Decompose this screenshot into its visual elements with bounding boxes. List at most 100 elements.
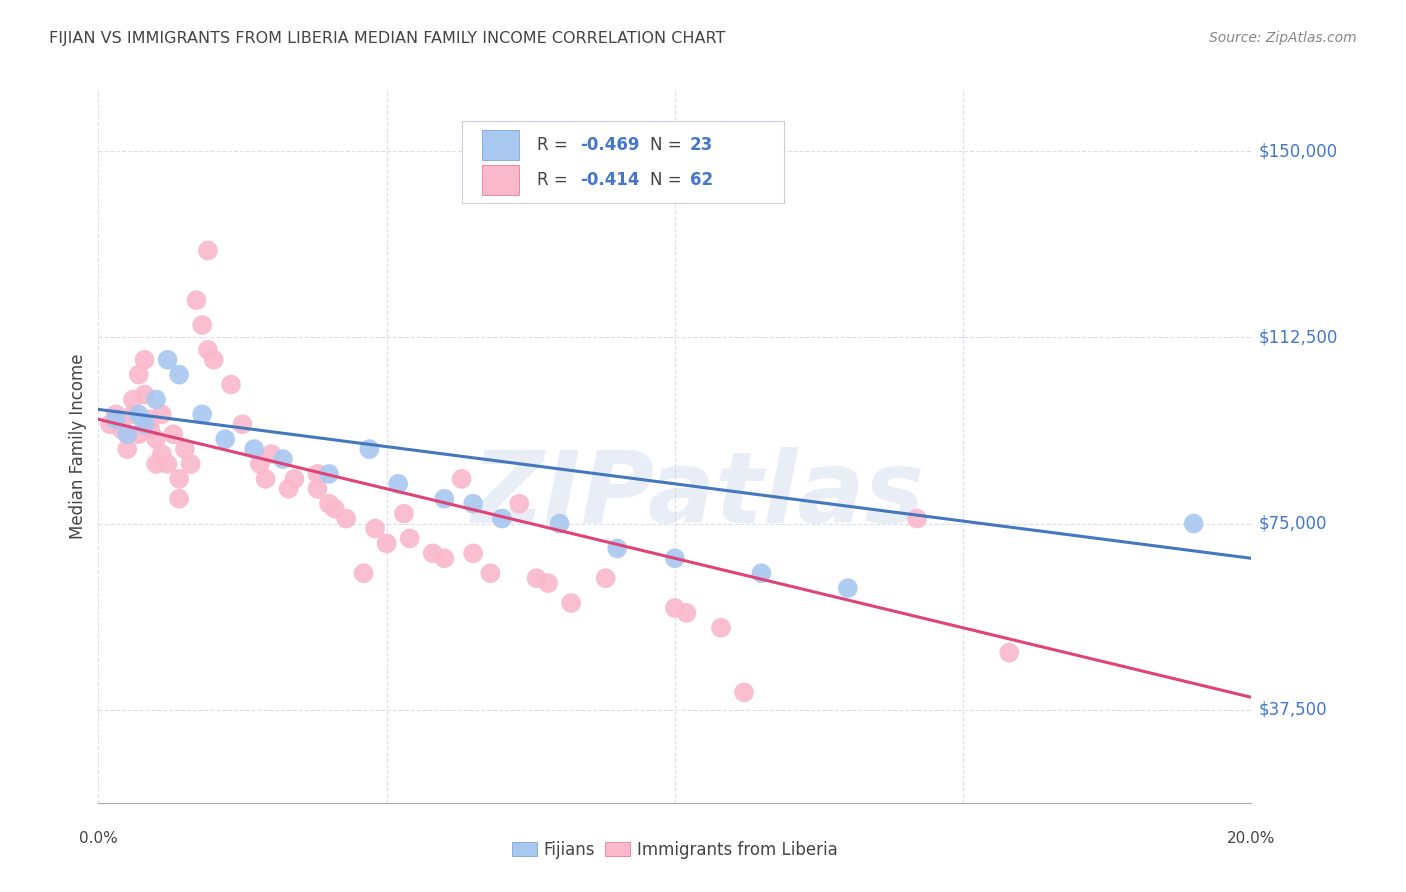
Point	[537, 576, 560, 591]
Text: -0.469: -0.469	[581, 136, 640, 153]
Text: 20.0%: 20.0%	[1227, 831, 1275, 847]
Point	[122, 408, 145, 422]
Point	[162, 427, 184, 442]
Point	[134, 387, 156, 401]
Point	[156, 457, 179, 471]
Point	[134, 352, 156, 367]
Point	[197, 244, 219, 258]
Point	[197, 343, 219, 357]
Point	[98, 417, 121, 432]
Text: ZIPatlas: ZIPatlas	[471, 448, 925, 544]
Point	[461, 546, 484, 560]
Point	[998, 646, 1021, 660]
FancyBboxPatch shape	[482, 130, 519, 160]
Point	[145, 457, 167, 471]
Text: 0.0%: 0.0%	[79, 831, 118, 847]
Point	[139, 422, 162, 436]
Point	[479, 566, 502, 581]
Point	[733, 685, 755, 699]
Point	[751, 566, 773, 581]
Point	[260, 447, 283, 461]
Point	[905, 511, 928, 525]
Point	[560, 596, 582, 610]
Y-axis label: Median Family Income: Median Family Income	[69, 353, 87, 539]
Point	[675, 606, 697, 620]
Legend: Fijians, Immigrants from Liberia: Fijians, Immigrants from Liberia	[505, 835, 845, 866]
Point	[202, 352, 225, 367]
Text: 23: 23	[690, 136, 713, 153]
Point	[145, 392, 167, 407]
Point	[122, 392, 145, 407]
Text: N =: N =	[650, 171, 686, 189]
Point	[219, 377, 242, 392]
Point	[110, 412, 132, 426]
Point	[117, 442, 138, 456]
Point	[595, 571, 617, 585]
Point	[231, 417, 254, 432]
Point	[387, 476, 409, 491]
Point	[271, 452, 294, 467]
Point	[134, 417, 156, 432]
Point	[606, 541, 628, 556]
Text: -0.414: -0.414	[581, 171, 640, 189]
Point	[191, 408, 214, 422]
Point	[104, 408, 127, 422]
Point	[318, 497, 340, 511]
Point	[150, 408, 173, 422]
Point	[110, 422, 132, 436]
Point	[254, 472, 277, 486]
Point	[375, 536, 398, 550]
Point	[128, 408, 150, 422]
Point	[214, 432, 236, 446]
Point	[837, 581, 859, 595]
Text: R =: R =	[537, 171, 572, 189]
FancyBboxPatch shape	[461, 121, 785, 203]
Point	[422, 546, 444, 560]
Point	[145, 432, 167, 446]
Point	[150, 447, 173, 461]
Point	[167, 368, 190, 382]
Point	[526, 571, 548, 585]
Point	[243, 442, 266, 456]
Point	[508, 497, 530, 511]
Point	[283, 472, 305, 486]
Point	[433, 491, 456, 506]
Point	[167, 491, 190, 506]
Point	[710, 621, 733, 635]
Point	[664, 601, 686, 615]
Point	[307, 467, 329, 481]
Point	[398, 532, 420, 546]
Point	[359, 442, 381, 456]
Point	[249, 457, 271, 471]
Text: N =: N =	[650, 136, 686, 153]
Point	[318, 467, 340, 481]
Point	[461, 497, 484, 511]
Text: Source: ZipAtlas.com: Source: ZipAtlas.com	[1209, 31, 1357, 45]
Point	[392, 507, 415, 521]
Text: $37,500: $37,500	[1258, 701, 1327, 719]
Text: FIJIAN VS IMMIGRANTS FROM LIBERIA MEDIAN FAMILY INCOME CORRELATION CHART: FIJIAN VS IMMIGRANTS FROM LIBERIA MEDIAN…	[49, 31, 725, 46]
Point	[117, 427, 138, 442]
Point	[323, 501, 346, 516]
Point	[307, 482, 329, 496]
Point	[156, 352, 179, 367]
Point	[548, 516, 571, 531]
Point	[174, 442, 197, 456]
Text: R =: R =	[537, 136, 572, 153]
Text: $112,500: $112,500	[1258, 328, 1337, 346]
Point	[139, 412, 162, 426]
Point	[191, 318, 214, 332]
Point	[335, 511, 357, 525]
Point	[180, 457, 202, 471]
Point	[433, 551, 456, 566]
Point	[128, 427, 150, 442]
Point	[353, 566, 375, 581]
Text: $75,000: $75,000	[1258, 515, 1327, 533]
FancyBboxPatch shape	[482, 165, 519, 194]
Point	[117, 427, 138, 442]
Text: $150,000: $150,000	[1258, 142, 1337, 161]
Point	[186, 293, 208, 308]
Point	[1182, 516, 1205, 531]
Point	[128, 368, 150, 382]
Point	[664, 551, 686, 566]
